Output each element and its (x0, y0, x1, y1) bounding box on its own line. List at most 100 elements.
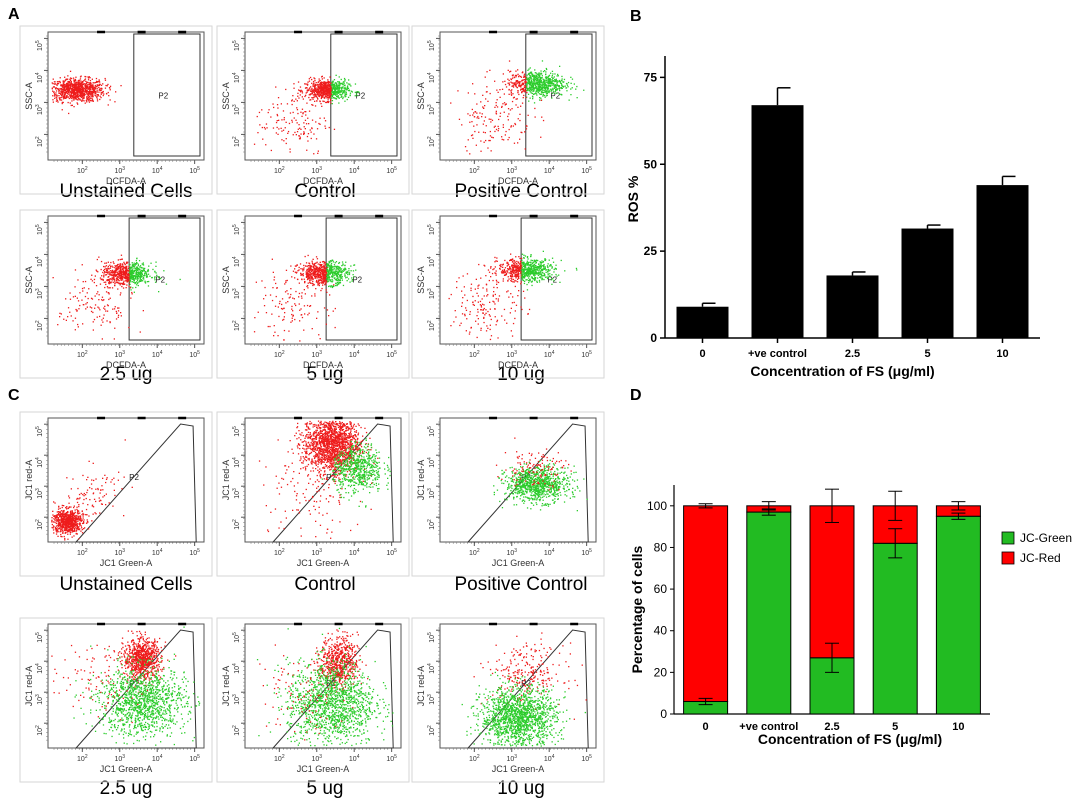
b-x-tick-label: +ve control (748, 348, 807, 360)
y-tick-label: 104 (35, 663, 44, 674)
b-bar (827, 275, 879, 338)
x-tick-label: 105 (581, 166, 592, 175)
d-bar-green (873, 543, 917, 714)
c-sample-label-2: Control (294, 574, 355, 595)
y-axis-label: JC1 red-A (24, 666, 34, 707)
y-tick-label: 102 (232, 725, 241, 736)
d-bar-green (936, 516, 980, 714)
y-axis-label: SSC-A (221, 82, 231, 110)
b-y-tick-label: 0 (650, 331, 657, 345)
d-x-tick-label: 0 (703, 721, 709, 733)
y-tick-label: 104 (427, 72, 436, 83)
d-legend-label-red: JC-Red (1020, 551, 1061, 565)
b-x-tick-label: 2.5 (845, 348, 860, 360)
y-tick-label: 105 (427, 224, 436, 235)
y-axis-label: SSC-A (24, 266, 34, 294)
y-axis-label: JC1 red-A (24, 460, 34, 501)
y-axis-label: JC1 red-A (221, 460, 231, 501)
x-axis-label: DCFDA-A (106, 176, 146, 186)
x-tick-label: 103 (114, 548, 125, 557)
x-tick-label: 103 (311, 754, 322, 763)
c-sample-label-1: Unstained Cells (59, 574, 192, 595)
x-tick-label: 105 (581, 548, 592, 557)
b-y-title: ROS % (625, 175, 641, 222)
x-tick-label: 104 (544, 350, 555, 359)
y-tick-label: 103 (427, 694, 436, 705)
x-tick-label: 104 (349, 548, 360, 557)
y-tick-label: 105 (427, 426, 436, 437)
x-tick-label: 104 (152, 350, 163, 359)
y-tick-label: 102 (427, 136, 436, 147)
y-tick-label: 105 (232, 224, 241, 235)
y-tick-label: 103 (427, 288, 436, 299)
panel-label-b: B (630, 8, 642, 25)
b-y-tick-label: 75 (644, 70, 658, 84)
x-tick-label: 103 (311, 548, 322, 557)
x-tick-label: 103 (506, 350, 517, 359)
gate-label: P2 (129, 473, 139, 482)
panel-label-c: C (8, 387, 20, 404)
x-tick-label: 103 (311, 350, 322, 359)
b-y-tick-label: 25 (644, 244, 658, 258)
y-tick-label: 105 (232, 632, 241, 643)
b-bar (977, 185, 1029, 338)
x-tick-label: 102 (469, 350, 480, 359)
c-sample-label-6: 10 ug (497, 778, 545, 799)
y-tick-label: 102 (427, 519, 436, 530)
y-tick-label: 102 (35, 136, 44, 147)
y-tick-label: 105 (35, 632, 44, 643)
b-bar (902, 229, 954, 338)
y-tick-label: 103 (232, 104, 241, 115)
x-axis-label: DCFDA-A (303, 360, 343, 370)
y-tick-label: 105 (35, 40, 44, 51)
c-sample-label-4: 2.5 ug (100, 778, 153, 799)
x-tick-label: 103 (311, 166, 322, 175)
y-tick-label: 105 (232, 426, 241, 437)
y-tick-label: 104 (232, 663, 241, 674)
x-tick-label: 104 (349, 754, 360, 763)
x-tick-label: 102 (469, 548, 480, 557)
c-sample-label-3: Positive Control (454, 574, 587, 595)
b-bar (752, 105, 804, 338)
y-tick-label: 105 (427, 632, 436, 643)
y-tick-label: 103 (35, 488, 44, 499)
x-tick-label: 103 (114, 350, 125, 359)
x-tick-label: 102 (469, 166, 480, 175)
x-tick-label: 104 (152, 548, 163, 557)
x-tick-label: 103 (114, 166, 125, 175)
plot-area (48, 624, 204, 748)
y-tick-label: 105 (427, 40, 436, 51)
b-x-title: Concentration of FS (μg/ml) (750, 363, 934, 379)
y-axis-label: SSC-A (221, 266, 231, 294)
y-tick-label: 103 (232, 488, 241, 499)
x-tick-label: 105 (189, 548, 200, 557)
y-tick-label: 103 (35, 694, 44, 705)
y-axis-label: JC1 red-A (416, 460, 426, 501)
x-tick-label: 104 (544, 548, 555, 557)
d-legend-swatch-red (1002, 552, 1014, 564)
x-tick-label: 104 (349, 166, 360, 175)
y-tick-label: 104 (232, 256, 241, 267)
d-bar-red (810, 506, 854, 658)
x-tick-label: 104 (544, 754, 555, 763)
d-x-title: Concentration of FS (μg/ml) (758, 731, 942, 747)
d-y-title: Percentage of cells (629, 545, 645, 673)
y-tick-label: 103 (35, 288, 44, 299)
x-tick-label: 105 (386, 350, 397, 359)
y-tick-label: 102 (232, 519, 241, 530)
d-y-tick-label: 20 (654, 665, 668, 679)
x-axis-label: JC1 Green-A (297, 558, 350, 568)
y-tick-label: 104 (232, 72, 241, 83)
x-tick-label: 102 (274, 350, 285, 359)
d-y-tick-label: 80 (654, 540, 668, 554)
y-tick-label: 102 (232, 320, 241, 331)
y-tick-label: 102 (35, 320, 44, 331)
x-axis-label: DCFDA-A (498, 176, 538, 186)
d-y-tick-label: 60 (654, 582, 668, 596)
d-legend-swatch-green (1002, 532, 1014, 544)
